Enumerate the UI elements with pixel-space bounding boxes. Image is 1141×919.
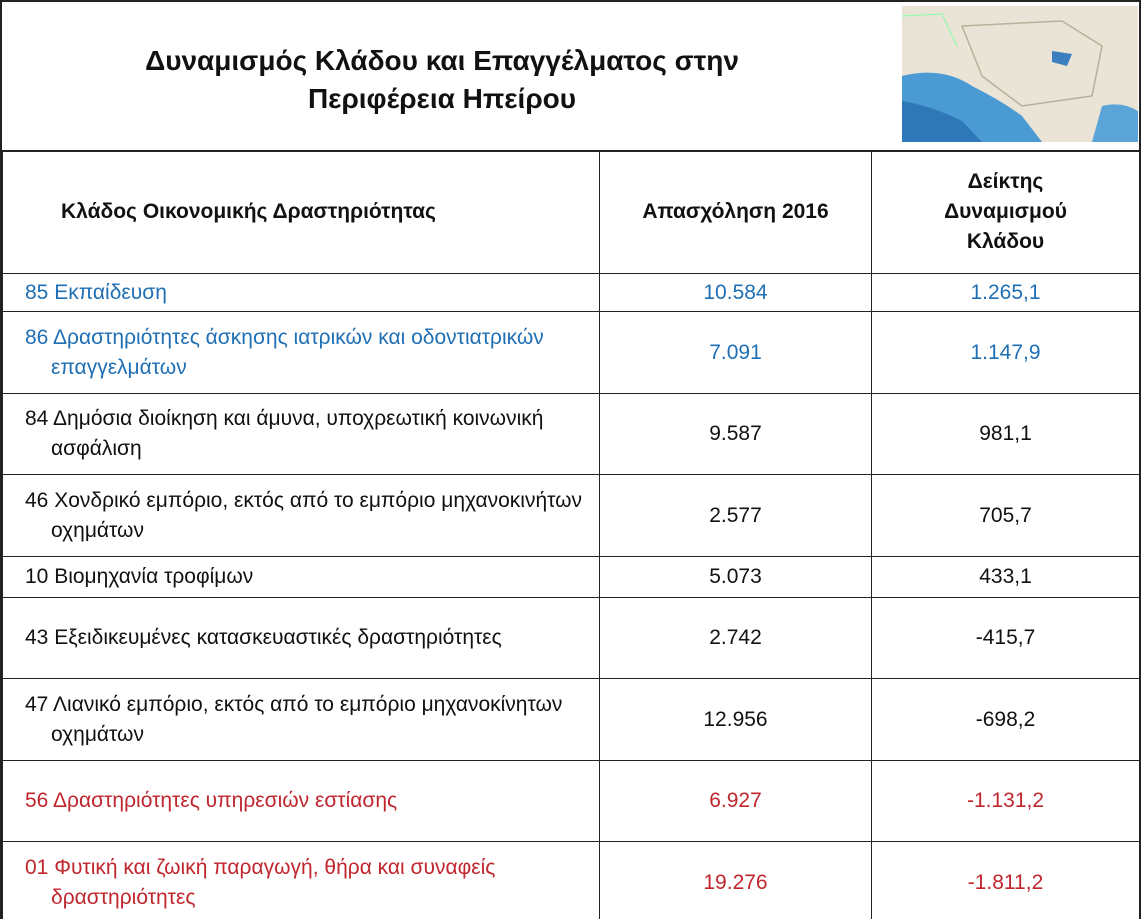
map-image [902,6,1138,142]
sector-cell: 47 Λιανικό εμπόριο, εκτός από το εμπόριο… [3,679,600,761]
number-cell: 10.584 [600,274,872,312]
table-row: 47 Λιανικό εμπόριο, εκτός από το εμπόριο… [3,679,1140,761]
sector-cell: 86 Δραστηριότητες άσκησης ιατρικών και ο… [3,312,600,394]
page: Δυναμισμός Κλάδου και Επαγγέλματος στην … [0,0,1141,919]
sector-cell: 85 Εκπαίδευση [3,274,600,312]
number-cell: -1.811,2 [872,842,1140,919]
table-row: 86 Δραστηριότητες άσκησης ιατρικών και ο… [3,312,1140,394]
number-cell: 2.742 [600,598,872,679]
number-cell: -415,7 [872,598,1140,679]
table-row: 01 Φυτική και ζωική παραγωγή, θήρα και σ… [3,842,1140,919]
number-cell: 5.073 [600,557,872,598]
number-cell: -698,2 [872,679,1140,761]
column-header: Δείκτης Δυναμισμού Κλάδου [872,151,1140,274]
number-cell: 705,7 [872,475,1140,557]
column-header-text: Δείκτης Δυναμισμού Κλάδου [936,167,1076,257]
table-row: 46 Χονδρικό εμπόριο, εκτός από το εμπόρι… [3,475,1140,557]
sector-cell: 01 Φυτική και ζωική παραγωγή, θήρα και σ… [3,842,600,919]
number-cell: 9.587 [600,394,872,475]
title: Δυναμισμός Κλάδου και Επαγγέλματος στην … [82,42,802,118]
number-cell: 7.091 [600,312,872,394]
sector-cell: 43 Εξειδικευμένες κατασκευαστικές δραστη… [3,598,600,679]
column-header: Απασχόληση 2016 [600,151,872,274]
sector-cell: 84 Δημόσια διοίκηση και άμυνα, υποχρεωτι… [3,394,600,475]
number-cell: 1.147,9 [872,312,1140,394]
sector-cell: 10 Βιομηχανία τροφίμων [3,557,600,598]
number-cell: 6.927 [600,761,872,842]
number-cell: 981,1 [872,394,1140,475]
number-cell: 1.265,1 [872,274,1140,312]
table-row: 84 Δημόσια διοίκηση και άμυνα, υποχρεωτι… [3,394,1140,475]
number-cell: 19.276 [600,842,872,919]
column-header: Κλάδος Οικονομικής Δραστηριότητας [3,151,600,274]
number-cell: 2.577 [600,475,872,557]
number-cell: 433,1 [872,557,1140,598]
header: Δυναμισμός Κλάδου και Επαγγέλματος στην … [2,2,1139,152]
sector-cell: 46 Χονδρικό εμπόριο, εκτός από το εμπόρι… [3,475,600,557]
number-cell: 12.956 [600,679,872,761]
table-row: 43 Εξειδικευμένες κατασκευαστικές δραστη… [3,598,1140,679]
number-cell: -1.131,2 [872,761,1140,842]
sector-cell: 56 Δραστηριότητες υπηρεσιών εστίασης [3,761,600,842]
